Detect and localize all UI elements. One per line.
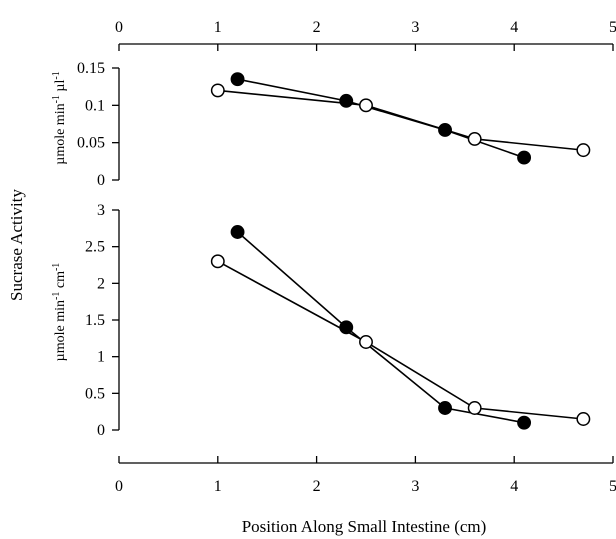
x-tick-label: 5 <box>609 19 616 36</box>
top-panel: 0 1 2 3 4 5 0 0.05 0.1 0.15 <box>77 19 616 189</box>
y-tick-label: 0.15 <box>77 60 105 77</box>
data-point-open <box>359 98 373 113</box>
data-point-filled <box>339 93 354 108</box>
top-y-axis-label: µmole min-1 µl-1 <box>51 71 69 165</box>
data-point-open <box>467 401 482 415</box>
x-tick-label: 2 <box>313 478 321 495</box>
x-tick-label: 2 <box>313 19 321 36</box>
series-line-open <box>217 89 584 151</box>
data-point-open <box>467 131 482 146</box>
x-tick-label: 5 <box>609 478 616 495</box>
y-tick-label: 2.5 <box>85 239 105 256</box>
series-line-filled <box>237 78 525 159</box>
data-point-filled <box>230 72 245 87</box>
x-axis-label: Position Along Small Intestine (cm) <box>242 517 487 536</box>
y-tick-label: 0 <box>97 422 105 439</box>
data-point-filled <box>517 415 532 430</box>
data-point-open <box>576 412 591 426</box>
y-tick-label: 1 <box>97 349 105 366</box>
data-point-open <box>210 254 225 269</box>
x-tick-label: 3 <box>411 478 419 495</box>
x-tick-label: 3 <box>411 19 419 36</box>
y-tick-label: 0.1 <box>85 97 105 114</box>
data-point-filled <box>438 401 452 415</box>
x-tick-label: 1 <box>214 19 222 36</box>
x-tick-label: 4 <box>510 19 518 36</box>
data-point-filled <box>438 123 452 137</box>
y-tick-label: 0.05 <box>77 135 105 152</box>
bottom-y-axis-label: µmole min-1 cm-1 <box>51 263 69 362</box>
x-tick-label: 1 <box>214 478 222 495</box>
y-tick-label: 1.5 <box>85 312 105 329</box>
y-tick-label: 0 <box>97 172 105 189</box>
data-point-filled <box>517 150 532 165</box>
data-point-open <box>359 335 373 349</box>
bottom-panel: 0 1 2 3 4 5 0 0.5 1 1.5 2 2.5 3 <box>85 202 616 495</box>
data-point-filled <box>230 225 245 239</box>
series-line-filled <box>237 231 525 424</box>
data-point-filled <box>339 320 354 335</box>
y-tick-label: 2 <box>97 275 105 292</box>
series-line-open <box>217 260 584 420</box>
y-tick-label: 3 <box>97 202 105 219</box>
data-point-open <box>576 143 591 158</box>
shared-y-axis-label: Sucrase Activity <box>7 189 26 301</box>
data-point-open <box>210 83 225 98</box>
y-tick-label: 0.5 <box>85 385 105 402</box>
x-tick-label: 0 <box>115 478 123 495</box>
x-tick-label: 4 <box>510 478 518 495</box>
x-tick-label: 0 <box>115 19 123 36</box>
